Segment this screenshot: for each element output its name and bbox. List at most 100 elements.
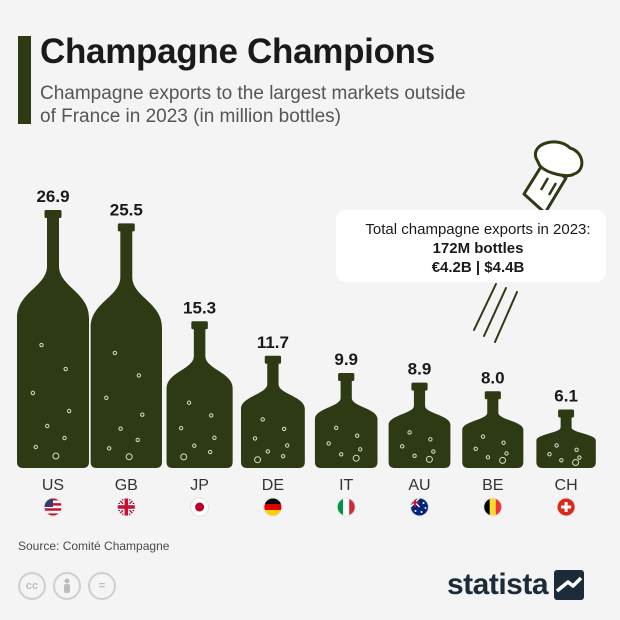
bottle-cap-US — [44, 210, 62, 218]
category-label-BE: BE — [482, 477, 503, 494]
value-label-CH: 6.1 — [554, 386, 578, 405]
bubble-decoration — [281, 426, 287, 432]
brand-name: statista — [447, 568, 549, 601]
category-label-US: US — [42, 477, 64, 494]
value-label-BE: 8.0 — [481, 368, 505, 387]
bubble-decoration — [265, 449, 270, 454]
bubble-decoration — [425, 455, 433, 463]
bubble-decoration — [66, 408, 72, 414]
bubble-decoration — [480, 434, 486, 439]
callout-line-3: €4.2B | $4.4B — [432, 259, 525, 276]
bar-GB — [90, 230, 162, 468]
bubble-decoration — [209, 413, 214, 418]
category-label-DE: DE — [262, 477, 284, 494]
bottle-cap-JP — [191, 321, 208, 330]
bubble-decoration — [212, 435, 217, 440]
bar-IT — [314, 380, 378, 468]
value-label-US: 26.9 — [36, 187, 69, 206]
bubble-decoration — [428, 437, 433, 442]
bubble-decoration — [186, 400, 192, 405]
equals-icon[interactable]: = — [88, 572, 116, 600]
bubble-decoration — [431, 449, 436, 454]
bar-US — [17, 217, 89, 468]
bottle-cap-DE — [264, 355, 282, 364]
bubble-decoration — [559, 458, 564, 463]
jp-flag-icon — [190, 497, 210, 517]
bubble-decoration — [407, 430, 412, 435]
bubble-decoration — [547, 452, 552, 457]
license-icons: cc = — [18, 572, 116, 600]
statista-mark-icon — [554, 570, 585, 600]
bottle-cap-BE — [484, 391, 501, 400]
bubble-decoration — [399, 444, 405, 449]
bubble-decoration — [207, 449, 213, 455]
pop-motion-lines — [473, 283, 518, 343]
value-label-JP: 15.3 — [183, 298, 216, 317]
bubble-decoration — [473, 446, 478, 452]
callout-box — [336, 210, 606, 282]
bubble-decoration — [355, 433, 360, 438]
bubble-decoration — [192, 443, 197, 448]
bubble-decoration — [178, 426, 184, 431]
statista-logo[interactable]: statista — [447, 568, 585, 602]
bubble-decoration — [280, 453, 286, 459]
bubble-decoration — [412, 453, 417, 459]
au-flag-icon — [410, 497, 429, 517]
bottle-cap-CH — [558, 409, 575, 418]
bottle-bars: 26.9 US 25.5 GB 15.3 JP 11.7 DE 9.9 IT 8.9 AU 8.0 BE 6… — [17, 187, 596, 517]
bottle-cap-GB — [117, 223, 135, 232]
bubble-decoration — [140, 412, 145, 417]
bubble-decoration — [499, 456, 507, 464]
category-label-CH: CH — [555, 477, 578, 494]
bubble-decoration — [45, 423, 50, 429]
it-flag-icon — [336, 497, 356, 517]
bubble-decoration — [63, 366, 68, 372]
bubble-decoration — [125, 453, 133, 461]
bubble-decoration — [254, 456, 262, 464]
category-label-IT: IT — [339, 477, 353, 494]
value-label-AU: 8.9 — [408, 360, 432, 379]
category-label-GB: GB — [115, 477, 138, 494]
bubble-decoration — [62, 435, 67, 441]
bubble-decoration — [284, 443, 290, 448]
bubble-decoration — [504, 451, 509, 456]
chart-subtitle: Champagne exports to the largest markets… — [40, 83, 466, 127]
gb-flag-icon — [116, 497, 136, 517]
bubble-decoration — [136, 373, 142, 378]
bar-JP — [166, 328, 233, 468]
bar-DE — [240, 362, 305, 468]
cc-icon[interactable]: cc — [18, 572, 46, 600]
bar-CH — [536, 416, 596, 468]
bubble-decoration — [485, 455, 491, 460]
bubble-decoration — [352, 454, 360, 462]
bubble-decoration — [554, 443, 559, 448]
bubble-decoration — [118, 426, 123, 431]
value-label-IT: 9.9 — [334, 350, 358, 369]
person-icon[interactable] — [53, 572, 81, 600]
be-flag-icon — [483, 497, 503, 517]
callout-line-1: Total champagne exports in 2023: — [365, 221, 590, 238]
de-flag-icon — [263, 497, 283, 517]
ch-flag-icon — [556, 497, 576, 517]
bubble-decoration — [326, 441, 331, 446]
bubble-decoration — [333, 425, 339, 431]
bubble-decoration — [135, 437, 140, 443]
bar-BE — [462, 398, 524, 468]
bubble-decoration — [501, 440, 506, 445]
bubble-decoration — [572, 458, 580, 466]
us-flag-icon — [43, 497, 63, 517]
bubble-decoration — [260, 417, 265, 422]
bar-AU — [388, 389, 451, 468]
callout-line-2: 172M bottles — [433, 240, 524, 257]
bubble-decoration — [338, 452, 344, 457]
bubble-decoration — [39, 342, 44, 348]
chart-title: Champagne Champions — [40, 32, 435, 71]
bubble-decoration — [104, 395, 109, 401]
value-label-DE: 11.7 — [257, 333, 289, 352]
bubble-decoration — [106, 446, 112, 451]
bubble-decoration — [574, 447, 579, 453]
bubble-decoration — [30, 390, 36, 396]
bubble-decoration — [33, 444, 38, 450]
bottle-cap-AU — [411, 382, 428, 391]
